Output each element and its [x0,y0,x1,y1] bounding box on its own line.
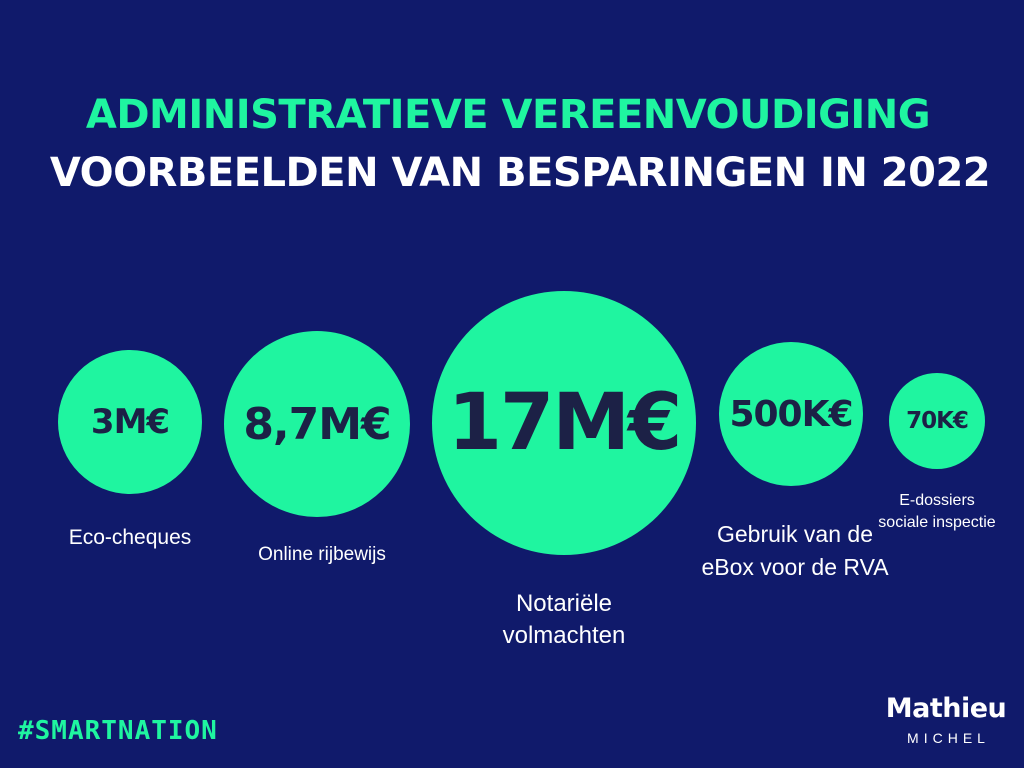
title-line-2: VOORBEELDEN VAN BESPARINGEN IN 2022 [49,150,991,196]
logo-name: Mathieu [885,693,1007,724]
savings-label-notariele-volmachten: Notariële volmachten [502,590,626,649]
logo-mathieu-michel: Mathieu MICHEL [868,694,1024,746]
savings-value: 500K€ [729,393,853,435]
savings-value: 70K€ [906,408,969,434]
savings-value: 3M€ [90,402,170,442]
savings-label-ebox-rva: Gebruik van de eBox voor de RVA [701,521,889,580]
savings-circle-ebox-rva: 500K€ [719,342,863,486]
savings-circle-e-dossiers: 70K€ [889,373,985,469]
logo-subtitle: MICHEL [907,729,990,746]
savings-label-online-rijbewijs: Online rijbewijs [258,544,386,565]
savings-value: 17M€ [447,378,682,468]
title-line-1: ADMINISTRATIEVE VEREENVOUDIGING [85,92,931,138]
hashtag-smartnation: #SMARTNATION [18,716,218,746]
savings-circle-eco-cheques: 3M€ [58,350,202,494]
savings-circle-online-rijbewijs: 8,7M€ [224,331,410,517]
savings-label-eco-cheques: Eco-cheques [68,526,192,549]
savings-label-e-dossiers: E-dossiers sociale inspectie [878,492,996,532]
savings-circle-notariele-volmachten: 17M€ [432,291,696,555]
savings-value: 8,7M€ [243,398,391,450]
